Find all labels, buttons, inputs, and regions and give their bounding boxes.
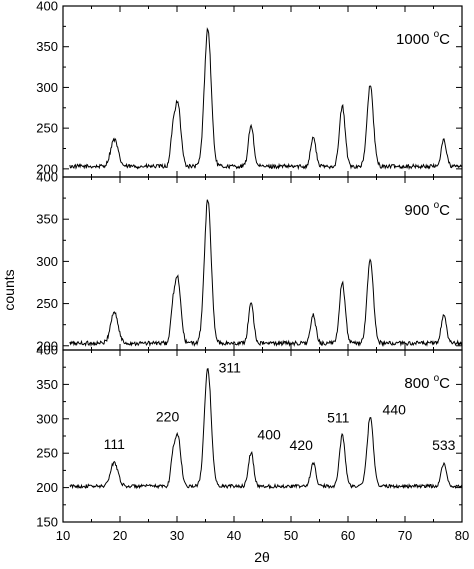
x-axis-title: 2θ [254,549,270,565]
x-tick-label: 50 [284,528,298,543]
x-tick-label: 60 [341,528,355,543]
y-tick-label: 400 [36,0,58,14]
x-tick-label: 10 [56,528,70,543]
peak-label: 511 [327,409,350,425]
y-tick-label: 200 [36,161,58,176]
y-axis-title: counts [1,269,17,310]
x-tick-label: 80 [455,528,469,543]
y-tick-label: 400 [36,170,58,185]
y-tick-label: 300 [36,411,58,426]
y-tick-label: 350 [36,212,58,227]
y-tick-label: 250 [36,296,58,311]
x-tick-label: 20 [113,528,127,543]
y-tick-label: 200 [36,338,58,353]
y-tick-label: 250 [36,446,58,461]
xrd-trace [69,367,463,490]
y-tick-label: 350 [36,39,58,54]
x-tick-label: 30 [170,528,184,543]
panel-1: 200 250 300 350 400 1000 oC [36,0,463,178]
temperature-label: 1000 oC [396,29,450,48]
chart-panels: 200 250 300 350 400 1000 oC 200 250 300 350 400 900… [36,0,469,543]
peak-label: 440 [383,401,407,417]
xrd-trace [69,199,463,348]
panel-frame [62,176,463,351]
peak-label: 533 [432,437,456,453]
panel-3: 150 200 250 300 350 400 10 20 30 40 50 60 70 80 800 oC… [36,343,469,544]
y-tick-label: 400 [36,343,58,358]
peak-label: 220 [156,409,180,425]
y-tick-label: 350 [36,377,58,392]
panel-2: 200 250 300 350 400 900 oC [36,170,463,353]
peak-label: 400 [257,427,281,443]
y-tick-label: 300 [36,254,58,269]
y-tick-label: 250 [36,121,58,136]
y-tick-label: 150 [36,515,58,530]
peak-label: 111 [104,436,125,452]
x-tick-label: 40 [227,528,241,543]
x-tick-label: 70 [398,528,412,543]
xrd-trace [69,27,463,171]
y-tick-label: 300 [36,80,58,95]
peak-label: 420 [290,437,314,453]
temperature-label: 800 oC [404,373,450,392]
peak-label: 311 [219,359,242,375]
y-tick-label: 200 [36,480,58,495]
temperature-label: 900 oC [404,200,450,219]
